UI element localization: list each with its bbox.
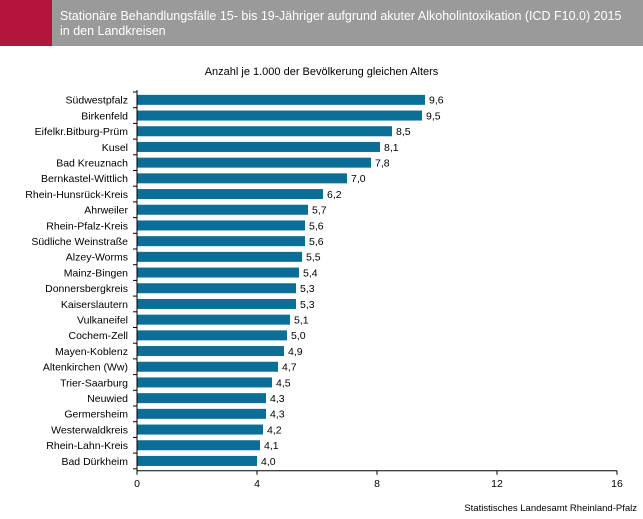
bar <box>137 440 260 451</box>
chart-title: Stationäre Behandlungsfälle 15- bis 19-J… <box>60 9 635 39</box>
value-label: 5,3 <box>300 283 315 295</box>
category-label: Kusel <box>102 142 128 154</box>
chart-header: Stationäre Behandlungsfälle 15- bis 19-J… <box>0 0 643 46</box>
category-label: Alzey-Worms <box>66 252 128 264</box>
category-label: Vulkaneifel <box>77 314 128 326</box>
category-label: Südwestpfalz <box>66 95 128 107</box>
value-label: 4,9 <box>288 346 303 358</box>
value-label: 5,6 <box>309 236 324 248</box>
bar <box>137 455 257 466</box>
category-label: Rhein-Lahn-Kreis <box>46 440 128 452</box>
category-label: Mainz-Bingen <box>64 267 128 279</box>
value-label: 9,5 <box>426 110 441 122</box>
category-label: Bad Dürkheim <box>61 456 128 468</box>
value-label: 4,5 <box>276 377 291 389</box>
x-axis: 0 4 8 12 16 <box>133 90 623 490</box>
value-label: 4,7 <box>282 362 297 374</box>
value-label: 8,1 <box>384 142 399 154</box>
bar <box>137 157 371 168</box>
bar <box>137 141 380 152</box>
value-label: 4,2 <box>267 424 282 436</box>
value-label: 7,0 <box>351 173 366 185</box>
bar <box>137 204 308 215</box>
bar <box>137 393 266 404</box>
bar <box>137 283 296 294</box>
category-label: Westerwaldkreis <box>51 424 128 436</box>
bar <box>137 189 323 200</box>
bars-layer: Südwestpfalz 9,6 Birkenfeld 9,5 Eifelkr.Bitb… <box>25 95 443 468</box>
category-label: Kaiserslautern <box>61 299 128 311</box>
category-label: Eifelkr.Bitburg-Prüm <box>35 126 129 138</box>
value-label: 8,5 <box>396 126 411 138</box>
category-label: Ahrweiler <box>84 205 128 217</box>
bar <box>137 298 296 309</box>
bar <box>137 251 302 262</box>
bar <box>137 236 305 247</box>
bar <box>137 220 305 231</box>
category-label: Germersheim <box>64 409 128 421</box>
bar <box>137 346 284 357</box>
value-label: 5,6 <box>309 220 324 232</box>
value-label: 5,4 <box>303 267 318 279</box>
category-label: Südliche Weinstraße <box>31 236 128 248</box>
category-label: Birkenfeld <box>81 110 128 122</box>
category-label: Neuwied <box>87 393 128 405</box>
category-label: Bernkastel-Wittlich <box>41 173 128 185</box>
value-label: 5,3 <box>300 299 315 311</box>
bar <box>137 173 347 184</box>
value-label: 4,3 <box>270 409 285 421</box>
chart-title-line-1: Stationäre Behandlungsfälle 15- bis 19-J… <box>60 9 622 23</box>
bar <box>137 94 425 105</box>
x-tick-label: 12 <box>491 478 503 490</box>
category-label: Donnersbergkreis <box>45 283 128 295</box>
value-label: 9,6 <box>429 95 444 107</box>
value-label: 4,3 <box>270 393 285 405</box>
x-tick-label: 8 <box>374 478 380 490</box>
bar <box>137 424 263 435</box>
category-label: Mayen-Koblenz <box>55 346 128 358</box>
bar <box>137 267 299 278</box>
category-label: Trier-Saarburg <box>60 377 128 389</box>
category-label: Bad Kreuznach <box>56 157 128 169</box>
category-label: Rhein-Hunsrück-Kreis <box>25 189 128 201</box>
category-label: Altenkirchen (Ww) <box>43 362 128 374</box>
bar <box>137 361 278 372</box>
bar <box>137 330 287 341</box>
value-label: 7,8 <box>375 157 390 169</box>
bar <box>137 110 422 121</box>
source-note: Statistisches Landesamt Rheinland-Pfalz <box>464 503 637 514</box>
chart-title-line-2: in den Landkreisen <box>60 24 166 38</box>
value-label: 4,0 <box>261 456 276 468</box>
value-label: 5,7 <box>312 205 327 217</box>
bar <box>137 408 266 419</box>
value-label: 6,2 <box>327 189 342 201</box>
value-label: 5,1 <box>294 314 309 326</box>
header-accent-block <box>0 0 52 46</box>
category-label: Cochem-Zell <box>68 330 128 342</box>
value-label: 4,1 <box>264 440 279 452</box>
value-label: 5,5 <box>306 252 321 264</box>
x-tick-label: 0 <box>134 478 140 490</box>
x-tick-label: 16 <box>611 478 623 490</box>
bar <box>137 126 392 137</box>
bar <box>137 314 290 325</box>
value-label: 5,0 <box>291 330 306 342</box>
category-label: Rhein-Pfalz-Kreis <box>46 220 128 232</box>
bar <box>137 377 272 388</box>
chart-subtitle: Anzahl je 1.000 der Bevölkerung gleichen… <box>204 66 439 78</box>
x-tick-label: 4 <box>254 478 260 490</box>
